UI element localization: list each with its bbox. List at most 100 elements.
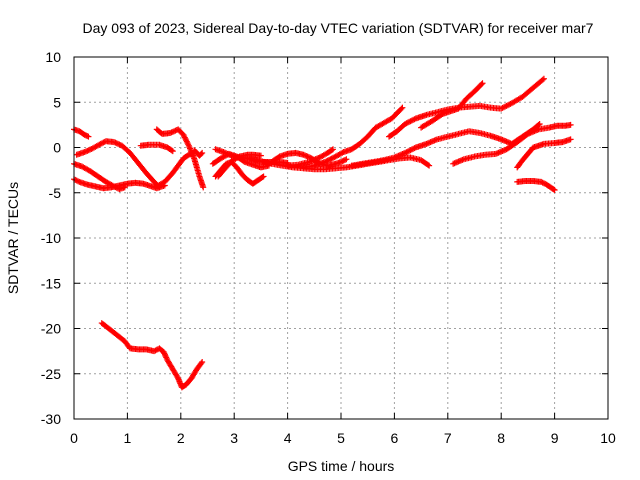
- data-point: [540, 75, 547, 82]
- data-point: [329, 146, 336, 153]
- y-tick-label: -5: [49, 185, 62, 201]
- data-point: [168, 147, 175, 154]
- data-point: [500, 104, 507, 111]
- data-point: [338, 158, 344, 165]
- data-series-21: [450, 121, 574, 167]
- data-series-5: [137, 141, 176, 155]
- data-point: [411, 116, 418, 123]
- data-point: [339, 149, 346, 156]
- data-series-8: [191, 147, 206, 159]
- y-tick-label: -20: [41, 321, 61, 337]
- data-point: [99, 140, 106, 147]
- grid: [74, 57, 608, 419]
- x-tick-label: 1: [124, 430, 132, 446]
- x-tick-label: 3: [230, 430, 238, 446]
- data-series-16: [284, 146, 336, 169]
- data-series-7: [153, 149, 198, 190]
- data-point: [88, 146, 95, 153]
- x-tick-label: 10: [600, 430, 616, 446]
- data-point: [504, 102, 511, 109]
- data-point: [152, 347, 159, 354]
- data-point: [116, 141, 123, 148]
- data-point: [168, 129, 175, 136]
- data-point: [567, 136, 574, 143]
- data-point: [260, 173, 267, 180]
- data-series-3: [71, 160, 128, 193]
- data-points: [71, 75, 574, 391]
- x-tick-label: 5: [337, 430, 345, 446]
- data-point: [404, 119, 411, 126]
- x-tick-label: 7: [444, 430, 452, 446]
- data-point: [171, 128, 178, 135]
- data-point: [257, 152, 264, 159]
- data-point: [181, 133, 188, 140]
- data-point: [343, 156, 350, 163]
- data-point: [304, 153, 311, 160]
- data-point: [180, 131, 187, 138]
- data-point: [300, 151, 307, 158]
- data-point: [183, 137, 190, 144]
- data-point: [478, 81, 485, 88]
- data-point: [408, 146, 415, 153]
- y-tick-label: 5: [53, 94, 61, 110]
- data-point: [499, 104, 506, 111]
- data-point: [115, 140, 122, 147]
- data-point: [303, 152, 310, 159]
- data-point: [540, 180, 547, 187]
- data-point: [502, 103, 509, 110]
- data-point: [406, 118, 413, 125]
- data-point: [339, 158, 346, 165]
- data-point: [198, 150, 205, 157]
- data-point: [539, 76, 546, 83]
- data-point: [184, 139, 191, 146]
- data-point: [185, 141, 192, 148]
- data-point: [161, 351, 168, 358]
- x-tick-label: 6: [391, 430, 399, 446]
- data-point: [321, 158, 328, 165]
- data-series-13: [215, 151, 264, 180]
- x-tick-label: 8: [497, 430, 505, 446]
- data-point: [84, 147, 91, 154]
- y-tick-label: 10: [45, 49, 61, 65]
- data-point: [199, 358, 206, 365]
- data-point: [323, 158, 330, 165]
- data-series-4: [73, 138, 163, 191]
- data-point: [410, 116, 417, 123]
- data-point: [340, 157, 347, 164]
- x-tick-label: 4: [284, 430, 292, 446]
- data-point: [73, 177, 80, 184]
- chart-title: Day 093 of 2023, Sidereal Day-to-day VTE…: [83, 20, 594, 36]
- data-point: [81, 149, 88, 156]
- data-point: [329, 154, 336, 161]
- data-point: [112, 139, 119, 146]
- data-point: [182, 135, 189, 142]
- data-point: [398, 105, 405, 112]
- y-axis-label: SDTVAR / TECUs: [5, 182, 21, 294]
- data-point: [301, 152, 308, 159]
- data-point: [167, 130, 174, 137]
- data-series-17: [300, 104, 406, 171]
- data-point: [402, 149, 409, 156]
- data-series-20: [418, 80, 486, 131]
- y-tick-label: -30: [41, 411, 61, 427]
- x-tick-label: 0: [70, 430, 78, 446]
- data-point: [539, 179, 546, 186]
- data-point: [75, 178, 82, 185]
- data-point: [403, 120, 410, 127]
- data-point: [200, 184, 207, 191]
- data-point: [85, 133, 92, 140]
- data-point: [87, 146, 94, 153]
- data-point: [111, 139, 118, 146]
- data-point: [113, 140, 120, 147]
- data-point: [342, 156, 349, 163]
- data-point: [113, 184, 120, 191]
- data-point: [199, 149, 206, 156]
- y-tick-label: -25: [41, 366, 61, 382]
- data-point: [403, 149, 410, 156]
- data-point: [551, 187, 558, 194]
- data-point: [404, 148, 411, 155]
- data-point: [85, 147, 92, 154]
- data-series-1: [71, 126, 92, 140]
- data-point: [161, 350, 168, 357]
